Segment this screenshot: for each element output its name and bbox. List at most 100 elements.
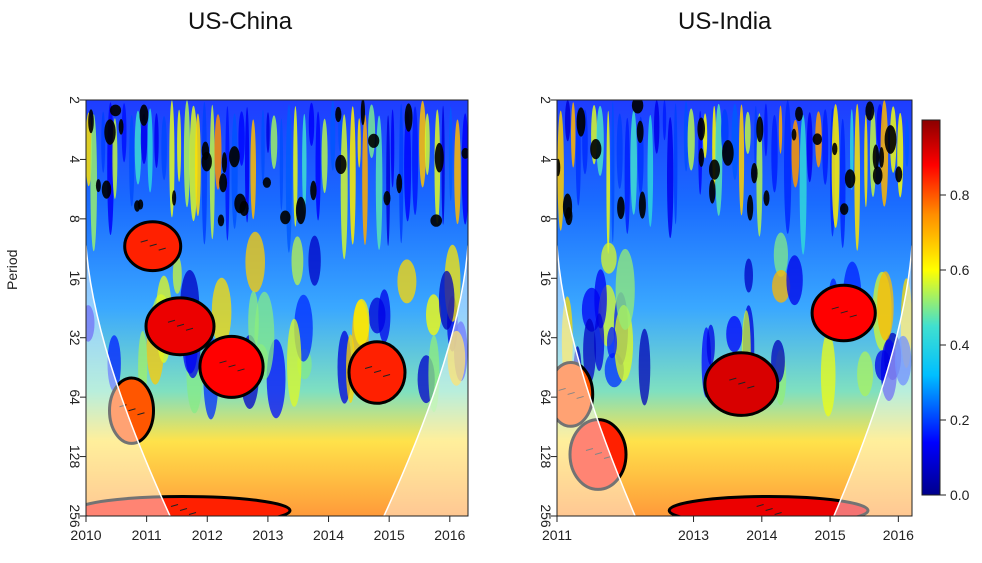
colorbar-gradient [921, 119, 941, 496]
significance-blob [139, 104, 149, 126]
significance-blob [430, 214, 443, 227]
texture-streak [419, 100, 427, 188]
phase-arrow [585, 448, 594, 452]
texture-streak [266, 112, 270, 153]
texture-streak [238, 111, 245, 166]
panel-us-china [86, 100, 468, 516]
texture-streak [183, 100, 191, 208]
texture-streak [461, 113, 468, 225]
x-tick-label: 2010 [70, 527, 101, 543]
phase-arrow [188, 511, 197, 515]
texture-streak [195, 113, 201, 217]
texture-streak [107, 335, 121, 392]
texture-streak [447, 330, 466, 386]
texture-streak [86, 305, 95, 342]
significance-blob [280, 210, 291, 225]
significance-blob [617, 196, 625, 220]
significance-blob [565, 207, 573, 226]
texture-streak [784, 100, 792, 234]
phase-arrow [137, 412, 145, 416]
texture-streak [706, 324, 715, 366]
phase-arrow [765, 507, 773, 511]
significance-blob [335, 154, 347, 175]
texture-streak [248, 290, 259, 353]
significance-blob [383, 191, 391, 206]
colorbar-tick-label: 0.4 [950, 337, 970, 353]
texture-streak [129, 115, 135, 207]
texture-streak [225, 106, 230, 241]
significance-blob [172, 190, 177, 206]
significance-blob [795, 106, 803, 122]
texture-streak [399, 103, 404, 244]
texture-streak [778, 105, 783, 154]
y-tick-label: 2 [67, 96, 83, 104]
texture-streak [854, 103, 860, 251]
texture-streak [601, 242, 617, 274]
texture-streak [831, 104, 840, 228]
texture-streak [786, 255, 803, 306]
phase-arrow [831, 306, 839, 310]
texture-streak [250, 119, 256, 220]
texture-streak [362, 114, 368, 245]
texture-streak [611, 101, 615, 243]
texture-streak [606, 110, 610, 254]
texture-streak [368, 104, 376, 159]
texture-streak [880, 100, 889, 207]
significance-blob [118, 119, 124, 135]
significance-blob [219, 173, 228, 193]
cone-of-influence-right [833, 100, 912, 516]
texture-streak [738, 104, 745, 216]
texture-streak [378, 289, 391, 343]
significance-blob [722, 140, 734, 166]
texture-streak [726, 315, 743, 353]
texture-streak [715, 103, 723, 216]
phase-arrow [170, 503, 179, 507]
y-tick-label: 4 [67, 156, 83, 164]
cone-of-influence-line [86, 245, 468, 516]
y-tick-label: 4 [538, 156, 554, 164]
phase-arrow [594, 452, 603, 456]
texture-streak [154, 113, 159, 168]
texture-streak [426, 294, 442, 336]
texture-streak [687, 108, 695, 171]
texture-streak [864, 114, 868, 208]
texture-streak [731, 103, 739, 180]
x-tick-label: 2015 [814, 527, 845, 543]
texture-streak [744, 111, 751, 154]
texture-streak [424, 113, 430, 175]
texture-streak [270, 115, 278, 169]
phase-arrow [228, 364, 236, 368]
texture-streak [390, 109, 395, 188]
phase-arrow [176, 323, 185, 327]
texture-streak [245, 231, 265, 293]
phase-arrow [849, 314, 857, 318]
plot-frame [556, 99, 913, 517]
texture-streak [857, 351, 874, 397]
significance-blob [832, 142, 838, 156]
phase-arrow [774, 511, 782, 515]
significance-blob [698, 148, 704, 167]
texture-streak [894, 335, 912, 386]
axes-us-india: 2011 2013 2014 2015 2016 2 4 8 16 32 64 128 256 [538, 96, 914, 543]
significance-blob [638, 191, 646, 219]
y-tick-label: 2 [538, 96, 554, 104]
texture-streak [662, 100, 667, 141]
texture-streak [905, 118, 909, 167]
cone-of-influence-left [557, 100, 636, 516]
texture-streak [201, 101, 207, 245]
x-tick-label: 2013 [252, 527, 283, 543]
texture-streak [161, 116, 167, 181]
chart-title-us-china: US-China [188, 8, 293, 35]
texture-streak [231, 113, 238, 229]
colorbar: 0.0 0.2 0.4 0.6 0.8 [921, 119, 970, 503]
texture-streak [583, 318, 596, 384]
significance-blob [631, 100, 644, 114]
significance-blob [335, 106, 342, 123]
texture-streak [673, 103, 678, 225]
x-tick-label: 2012 [192, 527, 223, 543]
significance-blob [865, 101, 875, 121]
texture-streak [412, 106, 419, 215]
significance-blob [295, 196, 306, 225]
texture-streak [330, 100, 336, 171]
significance-blob [872, 166, 883, 185]
